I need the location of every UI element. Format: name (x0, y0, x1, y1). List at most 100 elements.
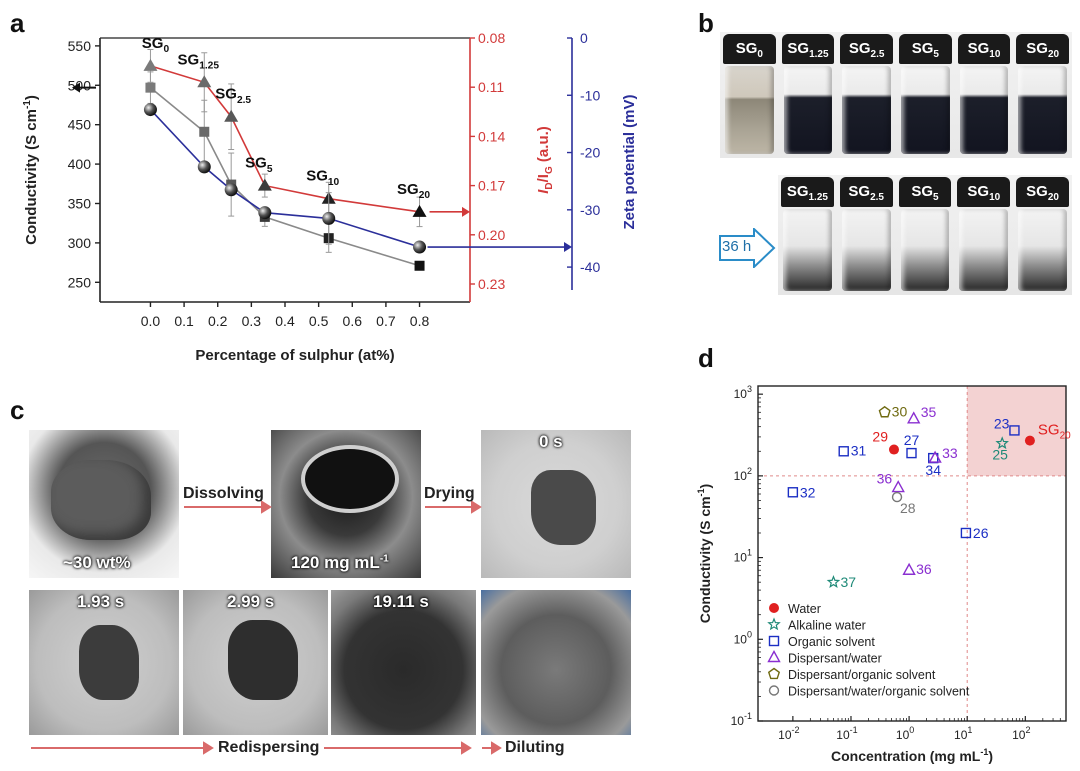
vial-cap-label: SG1.25 (781, 177, 834, 207)
d-y-tick-label: 100 (734, 629, 752, 646)
d-legend-marker (768, 635, 780, 647)
d-legend-marker (767, 617, 781, 631)
a-sample-label: SG2.5 (215, 86, 251, 106)
d-legend-label: Alkaline water (788, 619, 866, 633)
a-left-tick-label: 300 (68, 235, 92, 251)
d-y-tick-label: 103 (734, 384, 752, 401)
a-point-square (199, 126, 210, 137)
chart-a: 5505004504003503002500.080.110.140.170.2… (22, 30, 638, 364)
vial-cap-label: SG5 (899, 34, 952, 64)
a-point-triangle (412, 204, 427, 217)
d-point-label: 23 (994, 415, 1010, 431)
a-x-tick-label: 0.8 (410, 313, 430, 329)
a-sample-label: SG0 (142, 35, 170, 55)
vial-glass (842, 66, 891, 154)
paste-photo: ~30 wt% (29, 430, 179, 578)
vial: SG10 (957, 32, 1011, 158)
d-point (838, 446, 849, 457)
d-legend-label: Dispersant/water/organic solvent (788, 685, 970, 699)
d-point (891, 491, 903, 503)
vial-glass (901, 66, 950, 154)
step-redispersing: Redispersing (218, 739, 320, 756)
d-point-label: 30 (892, 403, 908, 419)
d-x-tick-label: 10-2 (778, 725, 799, 742)
vial: SG0 (723, 32, 776, 158)
vial: SG20 (1016, 175, 1069, 295)
vial-glass (841, 209, 891, 291)
d-point (878, 405, 891, 418)
d-point (889, 444, 900, 455)
time-arrow (719, 228, 776, 268)
panel-c-letter: c (10, 395, 25, 425)
d-x-tick-label: 101 (954, 725, 972, 742)
a-point-sphere (224, 183, 238, 197)
a-x-tick-label: 0.5 (309, 313, 329, 329)
d-y-axis-title: Conductivity (S cm-1) (696, 484, 713, 623)
a-mid-tick-label: 0.08 (478, 30, 505, 46)
a-x-tick-label: 0.1 (174, 313, 194, 329)
panel-a-letter: a (10, 8, 25, 38)
d-point (902, 562, 916, 575)
d-point-label: 31 (851, 442, 867, 458)
time-label: 36 h (722, 238, 752, 255)
a-mid-tick-label: 0.20 (478, 227, 505, 243)
a-right-tick-label: -20 (580, 145, 600, 161)
time-0s: 0 s (539, 432, 563, 451)
a-left-tick-label: 400 (68, 156, 92, 172)
a-right-tick-label: -30 (580, 202, 600, 218)
d-point (906, 447, 917, 459)
d-point (826, 575, 841, 588)
d-point-label: 33 (942, 445, 958, 461)
a-sample-label: SG20 (397, 181, 430, 201)
chart-d: 10-1 100 101 102 103 10-2 10-1 100 101 102 Concent… (696, 384, 1071, 764)
time-1-93s: 1.93 s (77, 592, 125, 611)
d-point-label: 28 (900, 500, 916, 516)
d-point-label: SG20 (1038, 422, 1071, 442)
vial: SG5 (899, 32, 952, 158)
dissolved-bottle-photo: 120 mg mL-1 (271, 430, 421, 578)
d-point-label: 26 (973, 525, 989, 541)
a-point-triangle (257, 178, 272, 191)
d-point-label: 32 (800, 484, 816, 500)
d-legend-label: Organic solvent (788, 635, 875, 649)
vial-cap-label: SG20 (1016, 177, 1069, 207)
a-left-axis-title: Conductivity (S cm-1) (22, 95, 40, 245)
a-sample-label: SG5 (245, 155, 273, 175)
diluted-photo (481, 590, 631, 735)
vial-cap-label: SG1.25 (781, 34, 835, 64)
vial-cap-label: SG0 (723, 34, 776, 64)
a-point-sphere (258, 206, 272, 220)
time-2-99s: 2.99 s (227, 592, 275, 611)
vial: SG1.25 (781, 32, 835, 158)
a-point-sphere (322, 211, 336, 225)
a-x-tick-label: 0.3 (242, 313, 262, 329)
d-y-tick-label: 101 (734, 548, 752, 565)
a-point-sphere (413, 240, 427, 254)
a-sample-label: SG10 (306, 168, 339, 188)
d-legend-label: Dispersant/water (788, 652, 882, 666)
d-legend-marker (767, 650, 781, 663)
a-right-tick-label: -10 (580, 87, 600, 103)
a-x-tick-label: 0.2 (208, 313, 228, 329)
d-point-label: 25 (992, 446, 1008, 462)
redisperse-photo-2: 2.99 s (183, 590, 328, 735)
d-legend-marker (769, 603, 779, 613)
vial-cap-label: SG10 (957, 34, 1011, 64)
vial: SG20 (1016, 32, 1069, 158)
a-x-tick-label: 0.7 (376, 313, 396, 329)
a-mid-tick-label: 0.23 (478, 276, 505, 292)
vial: SG2.5 (840, 32, 893, 158)
vial-glass (959, 66, 1009, 154)
d-x-axis-title: Concentration (mg mL-1) (831, 747, 993, 764)
redisperse-photo-1: 1.93 s (29, 590, 179, 735)
process-arrows (31, 500, 502, 755)
vial: SG2.5 (839, 175, 893, 295)
a-point-sphere (197, 160, 211, 174)
panel-d-letter: d (698, 343, 714, 373)
d-point-label: 34 (925, 462, 941, 478)
d-legend-label: Dispersant/organic solvent (788, 668, 936, 682)
a-mid-tick-label: 0.17 (478, 178, 505, 194)
a-right-tick-label: -40 (580, 259, 600, 275)
a-point-triangle (224, 109, 239, 122)
a-left-indicator-head (72, 82, 80, 93)
